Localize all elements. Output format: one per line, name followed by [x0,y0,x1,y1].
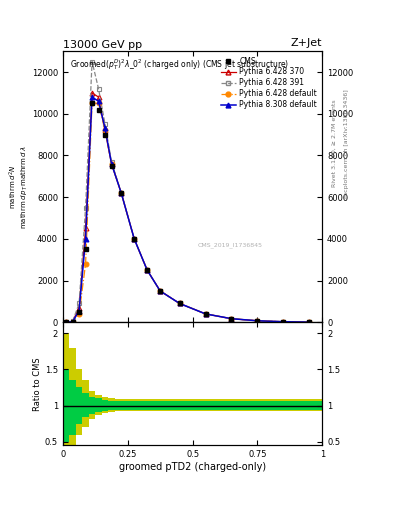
X-axis label: groomed pTD2 (charged-only): groomed pTD2 (charged-only) [119,462,266,472]
Text: mcplots.cern.ch [arXiv:1306.3436]: mcplots.cern.ch [arXiv:1306.3436] [344,89,349,198]
Text: Z+Jet: Z+Jet [291,38,322,49]
Y-axis label: Ratio to CMS: Ratio to CMS [33,357,42,411]
Text: Rivet 3.1.10, ≥ 2.7M events: Rivet 3.1.10, ≥ 2.7M events [332,99,337,187]
Text: Groomed$(p_T^D)^2\lambda\_0^2$ (charged only) (CMS jet substructure): Groomed$(p_T^D)^2\lambda\_0^2$ (charged … [70,57,289,72]
Text: CMS_2019_I1736845: CMS_2019_I1736845 [198,242,263,248]
Legend: CMS, Pythia 6.428 370, Pythia 6.428 391, Pythia 6.428 default, Pythia 8.308 defa: CMS, Pythia 6.428 370, Pythia 6.428 391,… [219,55,318,111]
Text: 13000 GeV pp: 13000 GeV pp [63,40,142,50]
Y-axis label: $\mathrm{mathrm}\,d^2N$
$\mathrm{mathrm}\,d\,p_T\,\mathrm{mathrm}\,d\,\lambda$: $\mathrm{mathrm}\,d^2N$ $\mathrm{mathrm}… [7,145,30,228]
